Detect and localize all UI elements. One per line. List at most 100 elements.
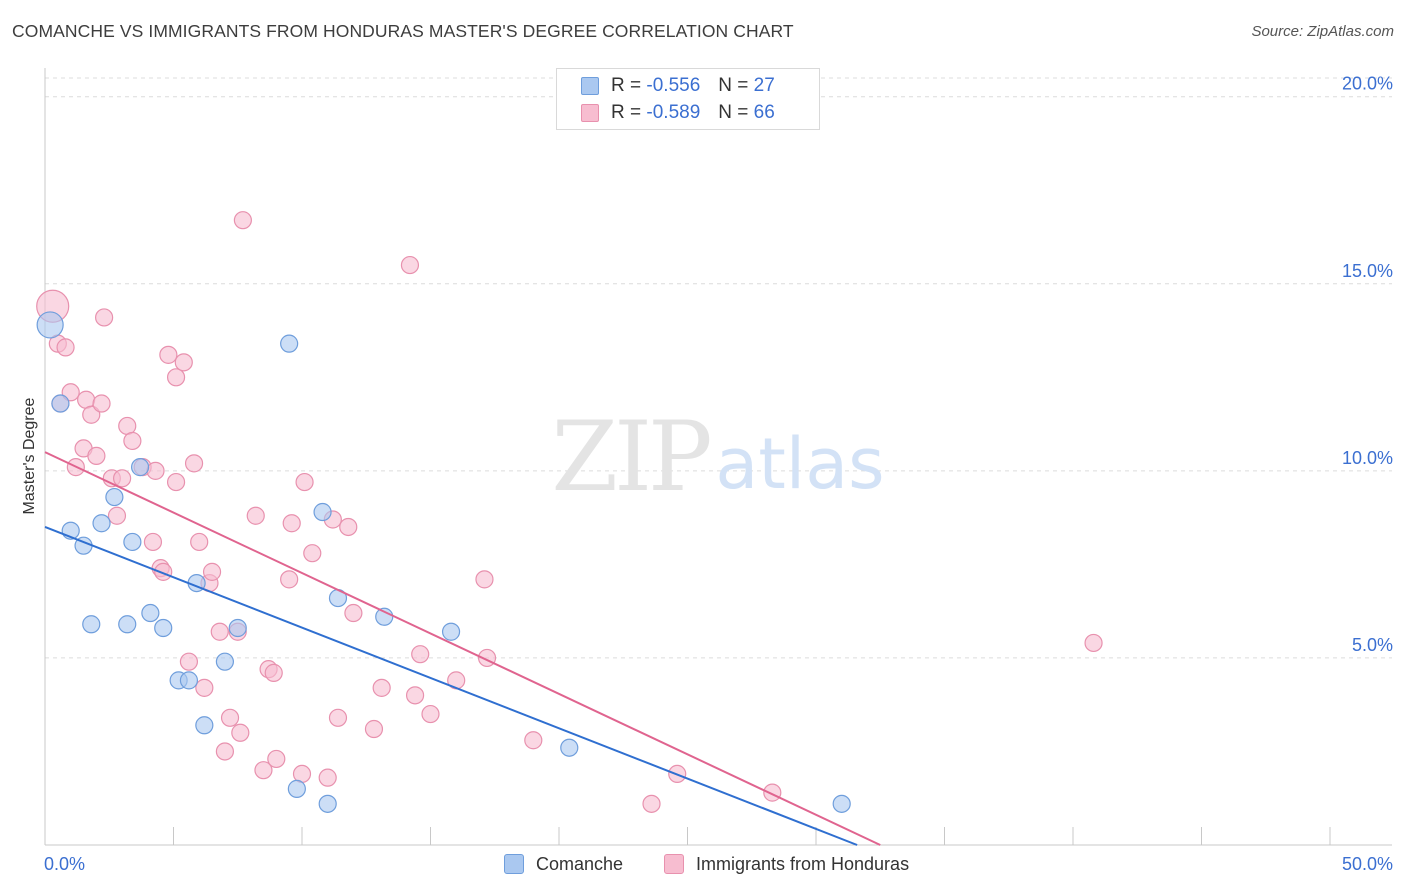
honduras-point (143, 532, 163, 552)
x-tick-label: 50.0% (1342, 854, 1393, 874)
legend-swatch-comanche (581, 77, 599, 95)
comanche-point (280, 334, 299, 353)
honduras-point (166, 472, 186, 492)
legend-row-comanche: R = -0.556 N = 27 (581, 74, 775, 98)
comanche-point (313, 502, 332, 522)
honduras-point (295, 472, 314, 492)
honduras-point (210, 622, 229, 641)
watermark: ZIP atlas (551, 401, 884, 513)
comanche-point (560, 738, 579, 757)
legend-r-value-comanche: -0.556 (646, 75, 701, 96)
series-comanche-points (36, 311, 851, 813)
honduras-point (215, 742, 234, 761)
gridlines (45, 77, 1392, 659)
honduras-point (254, 761, 273, 780)
honduras-point (92, 394, 111, 413)
comanche-point (130, 458, 150, 477)
comanche-point (195, 716, 214, 735)
honduras-point (159, 345, 178, 364)
honduras-point (61, 383, 80, 402)
honduras-point (174, 353, 193, 372)
honduras-point (421, 704, 440, 724)
honduras-point (195, 678, 214, 697)
honduras-point (166, 368, 186, 387)
honduras-point (82, 405, 101, 424)
comanche-point (179, 671, 199, 690)
honduras-point (184, 454, 204, 473)
honduras-point (112, 469, 132, 488)
legend-swatch-honduras (581, 104, 599, 122)
honduras-point (282, 514, 301, 533)
honduras-point (405, 686, 425, 705)
honduras-point (318, 768, 337, 787)
bottom-legend-honduras: Immigrants from Honduras (664, 852, 909, 876)
correlation-legend: R = -0.556 N = 27 R = -0.589 N = 66 (556, 68, 820, 130)
honduras-point (642, 794, 661, 813)
comanche-point (123, 532, 142, 552)
honduras-point (475, 570, 494, 589)
y-tick-label: 10.0% (1342, 448, 1393, 468)
honduras-point (1084, 633, 1103, 653)
y-tick-label: 15.0% (1342, 261, 1393, 281)
x-tick-label: 0.0% (44, 854, 85, 874)
honduras-point (190, 532, 209, 552)
comanche-trend-line (44, 526, 858, 846)
legend-r-label: R = (611, 102, 642, 123)
chart-title: COMANCHE VS IMMIGRANTS FROM HONDURAS MAS… (12, 21, 794, 41)
comanche-point (215, 652, 234, 671)
comanche-point (154, 618, 173, 638)
comanche-point (441, 622, 461, 641)
comanche-point (228, 618, 247, 638)
bottom-legend-label-comanche: Comanche (536, 853, 624, 874)
honduras-point (763, 783, 782, 802)
honduras-point (246, 506, 265, 525)
honduras-point (372, 678, 391, 697)
honduras-point (56, 338, 75, 357)
honduras-point (87, 446, 106, 465)
honduras-point (344, 603, 363, 623)
honduras-point (280, 570, 299, 589)
legend-n-label: N = (718, 102, 749, 123)
comanche-point (318, 794, 337, 813)
comanche-point (141, 603, 160, 623)
honduras-point (411, 645, 430, 664)
legend-n-value-comanche: 27 (753, 75, 775, 96)
honduras-point (202, 562, 222, 581)
honduras-trend-line (44, 451, 881, 846)
honduras-point (339, 517, 358, 537)
honduras-point (264, 663, 283, 682)
legend-r-value-honduras: -0.589 (646, 102, 701, 123)
honduras-point (400, 255, 420, 275)
honduras-point (267, 749, 286, 769)
honduras-point (303, 544, 322, 563)
comanche-point (118, 615, 137, 634)
series-honduras-points (36, 211, 1103, 813)
y-tick-label: 5.0% (1352, 635, 1393, 655)
comanche-point (92, 514, 111, 533)
watermark-atlas: atlas (715, 423, 884, 505)
comanche-point (832, 794, 851, 813)
honduras-point (179, 652, 199, 671)
comanche-point (287, 779, 306, 798)
trend-lines (44, 451, 881, 846)
tick-labels: 5.0% 10.0% 15.0% 20.0% 0.0% 50.0% (44, 74, 1393, 874)
honduras-point (231, 723, 250, 742)
watermark-zip: ZIP (551, 401, 710, 513)
honduras-point (328, 708, 348, 727)
honduras-point (524, 731, 543, 750)
source-credit: Source: ZipAtlas.com (1251, 23, 1394, 40)
honduras-point (220, 708, 240, 727)
legend-n-value-honduras: 66 (753, 102, 775, 123)
legend-n-label: N = (718, 75, 749, 96)
bottom-legend-swatch-honduras (664, 854, 684, 874)
honduras-point (95, 308, 114, 327)
honduras-point (233, 211, 252, 230)
bottom-legend-label-honduras: Immigrants from Honduras (696, 853, 910, 874)
comanche-point (82, 615, 101, 634)
honduras-point (123, 431, 142, 451)
honduras-point (154, 562, 173, 581)
bottom-legend-comanche: Comanche (504, 852, 623, 876)
honduras-point (107, 506, 127, 525)
legend-row-honduras: R = -0.589 N = 66 (581, 101, 775, 125)
